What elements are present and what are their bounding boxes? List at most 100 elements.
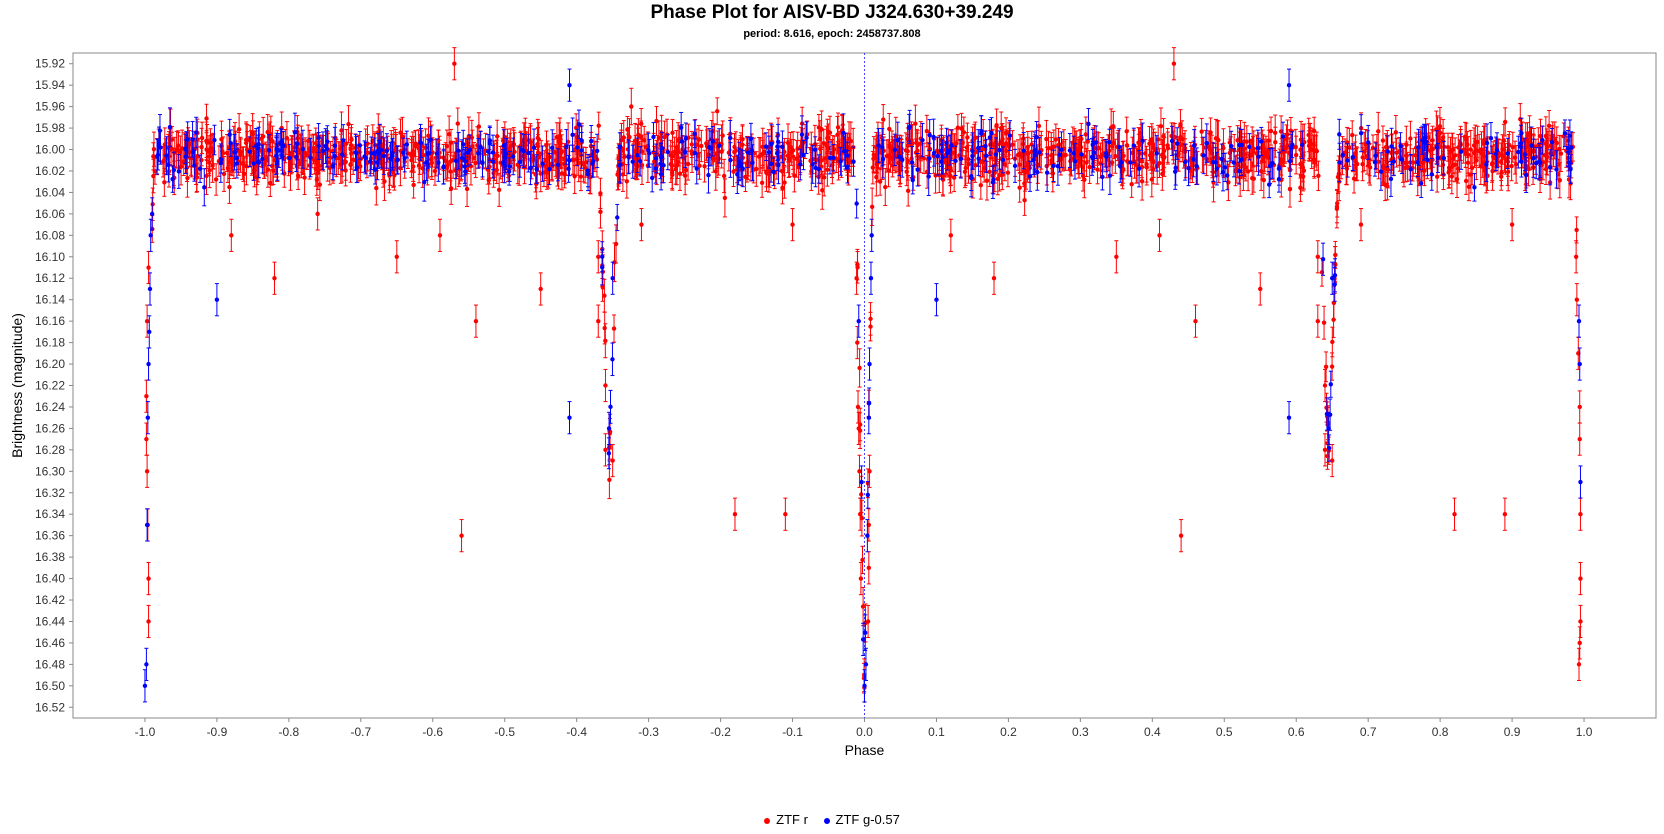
ztf-r-point bbox=[795, 146, 800, 151]
ztf-r-point bbox=[1158, 124, 1164, 129]
ztf-r-point bbox=[1111, 124, 1116, 129]
ztf-r-point bbox=[574, 157, 580, 162]
ztf-r-point bbox=[835, 125, 841, 130]
x-tick-label: -0.9 bbox=[207, 725, 228, 739]
ztf-r-point bbox=[304, 153, 310, 158]
ztf-r-point bbox=[1555, 172, 1561, 177]
ztf-r-point bbox=[676, 149, 681, 155]
ztf-r-point bbox=[1085, 139, 1090, 144]
y-tick-label: 16.02 bbox=[35, 164, 65, 178]
ztf-r-point bbox=[1298, 173, 1304, 178]
ztf-r-point bbox=[699, 143, 704, 149]
ztf-r-point bbox=[721, 173, 727, 179]
ztf-r-point bbox=[1434, 174, 1440, 179]
ztf-r-point bbox=[162, 142, 167, 147]
ztf-r-point bbox=[825, 167, 830, 172]
x-tick-label: -0.7 bbox=[350, 725, 371, 739]
ztf-r-point bbox=[528, 139, 533, 144]
ztf-r-point bbox=[562, 156, 567, 161]
ztf-r-point bbox=[1160, 171, 1165, 177]
ztf-r-point bbox=[240, 161, 245, 166]
ztf-r-point bbox=[629, 104, 634, 109]
ztf-r-point bbox=[1462, 134, 1468, 139]
ztf-r-point bbox=[1558, 151, 1564, 156]
ztf-r-point bbox=[702, 163, 707, 169]
x-tick-label: 0.0 bbox=[856, 725, 873, 739]
y-tick-label: 16.08 bbox=[35, 228, 65, 242]
ztf-r-point bbox=[317, 182, 323, 187]
ztf-r-point bbox=[1510, 145, 1515, 150]
x-tick-label: 0.7 bbox=[1360, 725, 1377, 739]
ztf-r-point bbox=[1263, 149, 1269, 154]
ztf-r-point bbox=[1538, 133, 1543, 139]
ztf-r-point bbox=[731, 169, 736, 174]
ztf-r-point bbox=[715, 109, 720, 114]
ztf-r-point bbox=[1268, 128, 1274, 134]
y-tick-label: 15.96 bbox=[35, 100, 65, 114]
x-tick-label: 0.4 bbox=[1144, 725, 1161, 739]
ztf-r-point bbox=[1049, 160, 1054, 165]
ztf-r-point bbox=[759, 180, 765, 185]
ztf-r-point bbox=[562, 171, 567, 177]
ztf-r-point bbox=[1574, 227, 1579, 233]
ztf-r-point bbox=[1505, 169, 1511, 174]
ztf-r-point bbox=[536, 137, 541, 142]
ztf-r-point bbox=[349, 150, 354, 156]
ztf-r-point bbox=[348, 162, 353, 168]
y-tick-label: 16.24 bbox=[35, 400, 65, 414]
ztf-r-point bbox=[291, 145, 297, 150]
ztf-r-point bbox=[800, 140, 806, 146]
ztf-r-point bbox=[1330, 339, 1335, 345]
ztf-r-point bbox=[830, 150, 835, 156]
ztf-r-point bbox=[1144, 162, 1149, 167]
x-tick-label: 0.1 bbox=[928, 725, 945, 739]
x-tick-label: -0.3 bbox=[638, 725, 659, 739]
ztf-r-point bbox=[1407, 160, 1413, 165]
ztf-r-point bbox=[821, 175, 827, 180]
y-tick-label: 15.92 bbox=[35, 57, 65, 71]
ztf-r-point bbox=[328, 155, 333, 160]
ztf-r-point bbox=[204, 140, 210, 145]
y-tick-label: 16.46 bbox=[35, 636, 65, 650]
ztf-r-point bbox=[1298, 185, 1303, 190]
ztf-r-point bbox=[1380, 138, 1386, 143]
ztf-r-point bbox=[994, 123, 999, 128]
ztf-r-point bbox=[1403, 160, 1408, 166]
ztf-r-point bbox=[962, 169, 968, 174]
y-tick-label: 16.28 bbox=[35, 443, 65, 457]
ztf-r-point bbox=[221, 171, 227, 177]
y-tick-label: 16.16 bbox=[35, 314, 65, 328]
ztf-r-point bbox=[538, 171, 543, 176]
ztf-r-point bbox=[284, 135, 290, 141]
ztf-r-point bbox=[1408, 136, 1413, 141]
ztf-r-point bbox=[150, 202, 155, 207]
ztf-r-point bbox=[1445, 144, 1451, 150]
ztf-r-point bbox=[227, 184, 232, 190]
x-tick-label: -0.5 bbox=[494, 725, 515, 739]
ztf-r-point bbox=[1546, 123, 1552, 128]
ztf-r-point bbox=[1376, 129, 1381, 134]
x-tick-label: -0.8 bbox=[279, 725, 300, 739]
ztf-r-point bbox=[697, 163, 702, 169]
y-tick-label: 16.50 bbox=[35, 679, 65, 693]
ztf-r-point bbox=[1124, 143, 1130, 148]
ztf-r-point bbox=[236, 127, 242, 132]
ztf-r-point bbox=[722, 195, 728, 201]
ztf-r-point bbox=[877, 179, 883, 184]
ztf-r-point bbox=[963, 165, 968, 171]
ztf-r-point bbox=[224, 150, 230, 156]
y-tick-label: 16.00 bbox=[35, 143, 65, 157]
y-tick-label: 16.14 bbox=[35, 293, 65, 307]
ztf-r-point bbox=[596, 123, 601, 128]
x-tick-label: 0.9 bbox=[1504, 725, 1521, 739]
ztf-r-point bbox=[1405, 164, 1410, 170]
ztf-r-point bbox=[420, 166, 425, 171]
ztf-r-point bbox=[523, 143, 528, 148]
ztf-r-point bbox=[787, 157, 792, 162]
x-tick-label: -0.4 bbox=[566, 725, 587, 739]
ztf-r-point bbox=[204, 173, 209, 179]
y-tick-label: 16.48 bbox=[35, 657, 65, 671]
ztf-r-point bbox=[1509, 163, 1514, 169]
ztf-r-point bbox=[1301, 168, 1307, 173]
ztf-r-point bbox=[825, 135, 830, 141]
